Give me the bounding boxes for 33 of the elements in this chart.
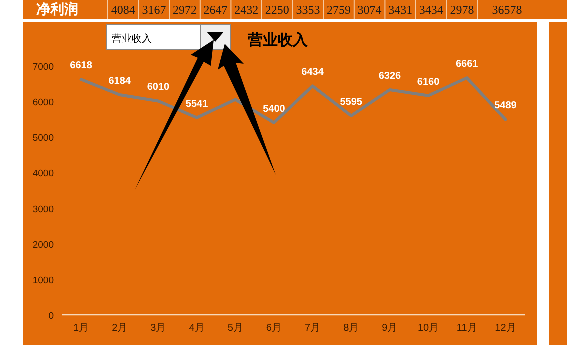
y-tick-label: 4000 xyxy=(32,168,54,180)
data-label: 6010 xyxy=(147,82,170,94)
data-label: 6160 xyxy=(417,76,440,88)
data-label: 6326 xyxy=(378,70,402,82)
x-tick-label: 3月 xyxy=(150,323,166,334)
x-tick-label: 1月 xyxy=(74,323,90,334)
data-label: 6184 xyxy=(108,76,132,88)
x-tick-label: 2月 xyxy=(112,323,128,334)
data-label: 6618 xyxy=(70,60,93,72)
data-label: 5489 xyxy=(494,100,518,112)
x-tick-label: 7月 xyxy=(305,323,321,334)
x-tick-label: 8月 xyxy=(344,323,360,334)
y-tick-label: 6000 xyxy=(32,98,54,109)
x-tick-label: 6月 xyxy=(266,323,282,334)
x-tick-label: 10月 xyxy=(418,323,440,334)
y-tick-label: 2000 xyxy=(32,240,54,251)
y-tick-label: 1000 xyxy=(32,275,54,286)
chart-title: 营业收入 xyxy=(247,32,309,49)
data-label: 5595 xyxy=(340,96,363,108)
y-tick-label: 0 xyxy=(48,311,54,322)
data-label: 6434 xyxy=(302,67,324,78)
data-label: 5541 xyxy=(186,98,209,110)
x-tick-label: 11月 xyxy=(456,323,478,334)
x-tick-label: 12月 xyxy=(495,323,516,334)
x-tick-label: 4月 xyxy=(189,323,205,334)
data-label: 6661 xyxy=(456,59,479,70)
data-label: 5400 xyxy=(263,104,286,115)
x-tick-label: 5月 xyxy=(228,323,244,334)
y-tick-label: 7000 xyxy=(32,62,54,73)
table-row: 净利润 4084 3167 2972 2647 2432 2250 3353 2759 3074 3431 3434 2978 36578 xyxy=(36,0,522,20)
x-tick-label: 9月 xyxy=(382,323,398,334)
y-tick-label: 3000 xyxy=(32,204,54,216)
y-tick-label: 5000 xyxy=(32,133,54,144)
